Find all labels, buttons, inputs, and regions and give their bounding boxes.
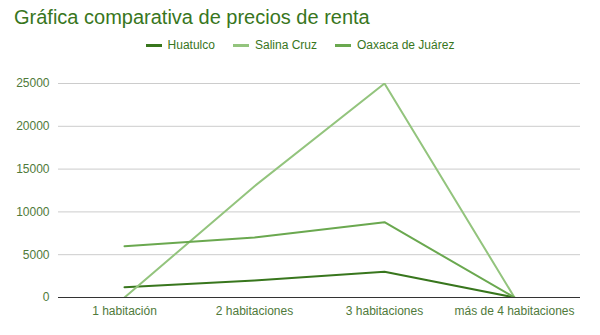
html-text:Gráfica comparativa de precios: Gráfica comparativa de precios de renta (14, 6, 370, 28)
svg-text:15000: 15000 (16, 162, 50, 176)
html-text:Huatulco: Huatulco (167, 38, 215, 52)
svg-text:más de 4 habitaciones: más de 4 habitaciones (454, 304, 574, 318)
svg-text:5000: 5000 (23, 248, 50, 262)
svg-text:2 habitaciones: 2 habitaciones (216, 304, 293, 318)
svg-text:0: 0 (43, 290, 50, 304)
svg-text:1 habitación: 1 habitación (92, 304, 157, 318)
html-text:Oaxaca de Juárez: Oaxaca de Juárez (357, 38, 455, 52)
svg-text:10000: 10000 (16, 205, 50, 219)
svg-text:25000: 25000 (16, 76, 50, 90)
html-text:Salina Cruz: Salina Cruz (255, 38, 317, 52)
svg-text:20000: 20000 (16, 119, 50, 133)
svg-text:3 habitaciones: 3 habitaciones (346, 304, 423, 318)
